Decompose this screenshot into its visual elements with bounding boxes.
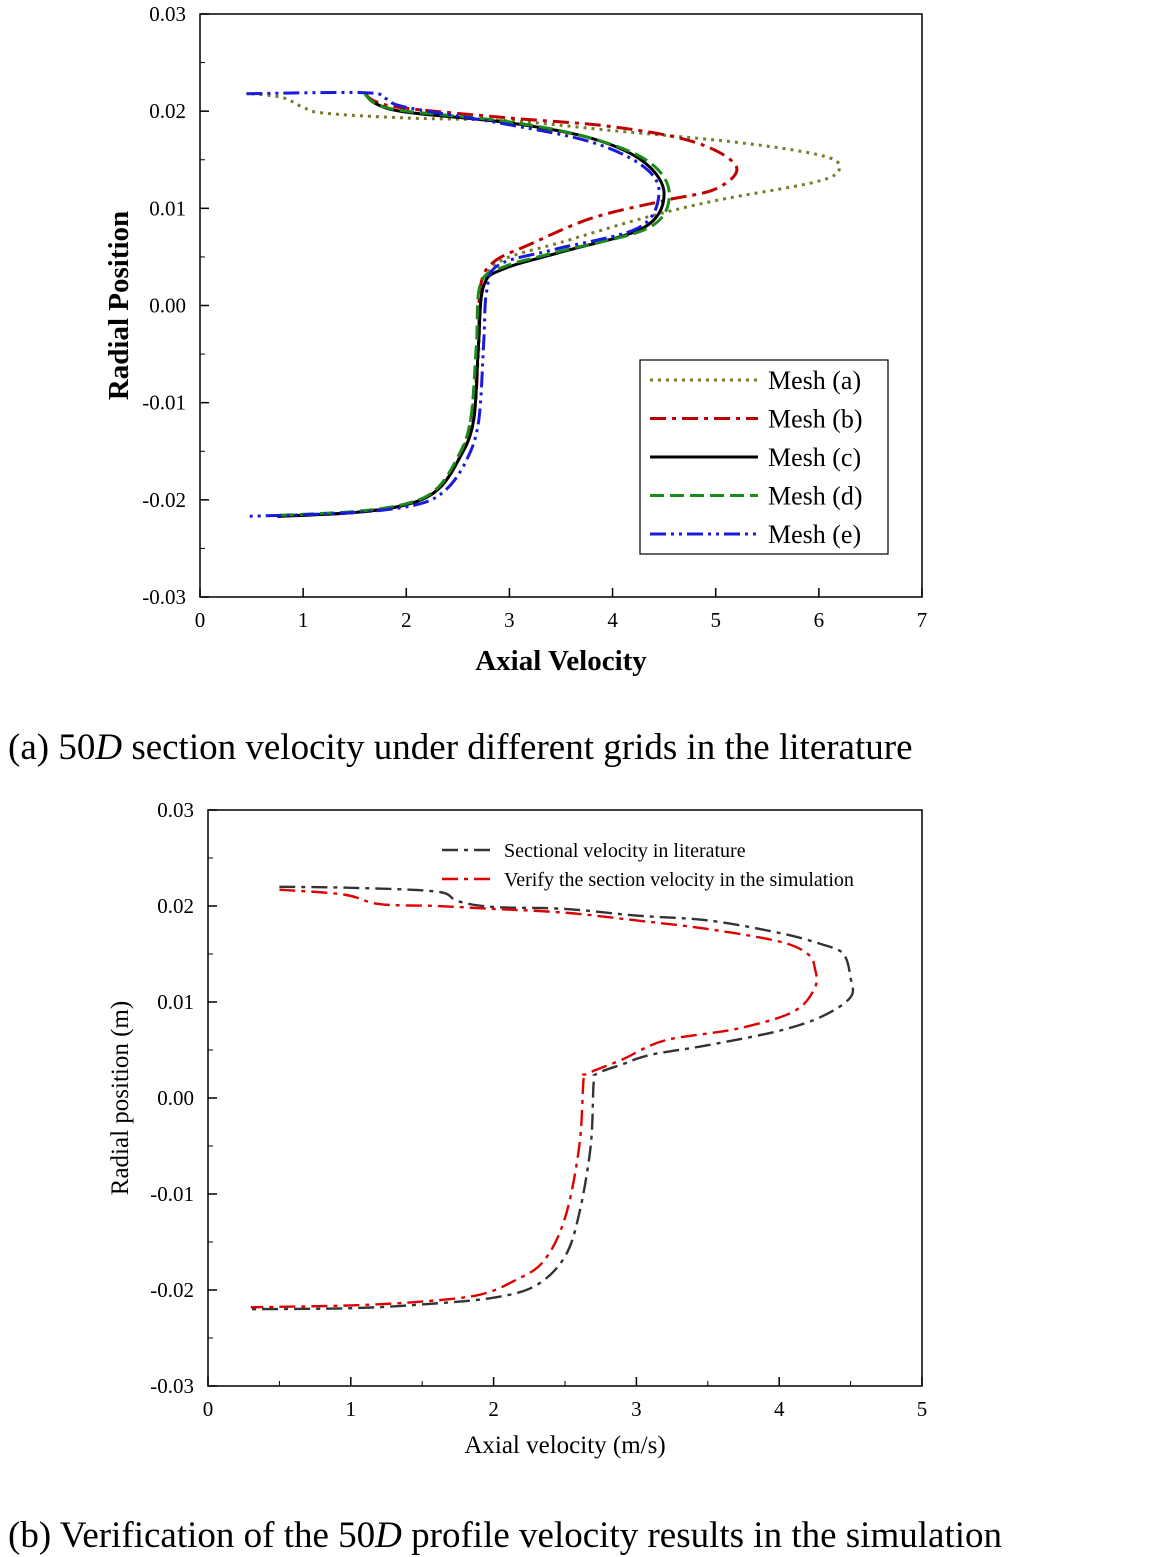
- caption-b-suffix: profile velocity results in the simulati…: [401, 1515, 1003, 1556]
- panel-b-legend-label-1: Sectional velocity in literature: [504, 840, 746, 862]
- panel-a-legend-label-5: Mesh (e): [768, 520, 861, 549]
- panel-b-ytick-label: 0.00: [157, 1086, 194, 1110]
- chart-panel-b: -0.03 -0.02 -0.01 0.00 0.01 0.02 0.03 0 1 2 3 4 5 Axi…: [0, 798, 1155, 1480]
- panel-a-ytick-label: 0.02: [149, 99, 186, 123]
- panel-a-ytick-label: -0.02: [142, 488, 186, 512]
- panel-b-xtick-label: 5: [917, 1397, 928, 1421]
- panel-b-xtick-label: 1: [346, 1397, 357, 1421]
- panel-a-series-line-4: [277, 92, 671, 517]
- panel-a-xtick-label: 4: [607, 608, 618, 632]
- chart-a-svg: -0.03 -0.02 -0.01 0.00 0.01 0.02 0.03 0 1 2 3 4 5 6 7 A…: [103, 2, 928, 677]
- caption-a-suffix: section velocity under different grids i…: [122, 727, 913, 768]
- caption-panel-a: (a) 50D section velocity under different…: [8, 726, 913, 769]
- panel-b-ytick-label: 0.01: [157, 990, 194, 1014]
- panel-a-xtick-label: 7: [917, 608, 928, 632]
- panel-a-legend-label-4: Mesh (d): [768, 482, 863, 511]
- panel-a-xtick-label: 1: [298, 608, 309, 632]
- panel-a-xtick-label: 5: [710, 608, 721, 632]
- panel-a-ytick-label: 0.00: [149, 294, 186, 318]
- panel-b-ytick-label: 0.02: [157, 894, 194, 918]
- caption-b-italic: D: [375, 1515, 402, 1556]
- panel-b-series-line-2: [250, 888, 818, 1309]
- panel-b-ytick-label: -0.02: [150, 1278, 194, 1302]
- panel-b-y-axis-label: Radial position (m): [107, 1001, 134, 1195]
- panel-b-xtick-label: 0: [203, 1397, 214, 1421]
- panel-b-ytick-label: -0.03: [150, 1374, 194, 1398]
- panel-a-ytick-label: -0.01: [142, 391, 186, 415]
- panel-b-ytick-label: -0.01: [150, 1182, 194, 1206]
- panel-b-xtick-label: 4: [774, 1397, 785, 1421]
- panel-b-legend-label-2: Verify the section velocity in the simul…: [504, 869, 854, 891]
- panel-b-ytick-label: 0.03: [157, 800, 194, 822]
- caption-a-italic: D: [95, 727, 123, 768]
- panel-b-series-line-1: [250, 885, 855, 1311]
- panel-a-xtick-label: 0: [195, 608, 206, 632]
- chart-panel-a: -0.03 -0.02 -0.01 0.00 0.01 0.02 0.03 0 1 2 3 4 5 6 7 A…: [0, 0, 1155, 700]
- panel-a-ytick-label: 0.01: [149, 196, 186, 220]
- caption-a-prefix: (a) 50: [8, 727, 96, 768]
- chart-b-svg: -0.03 -0.02 -0.01 0.00 0.01 0.02 0.03 0 1 2 3 4 5 Axi…: [107, 798, 928, 1459]
- panel-a-y-axis-label: Radial Position: [103, 211, 135, 400]
- panel-a-xtick-label: 6: [814, 608, 825, 632]
- panel-a-x-axis-label: Axial Velocity: [475, 645, 647, 677]
- panel-b-xtick-label: 3: [631, 1397, 642, 1421]
- panel-a-legend-label-3: Mesh (c): [768, 443, 861, 472]
- panel-a-ytick-label: -0.03: [142, 585, 186, 609]
- panel-a-legend-label-1: Mesh (a): [768, 366, 861, 395]
- panel-a-xtick-label: 2: [401, 608, 412, 632]
- panel-b-x-axis-label: Axial velocity (m/s): [464, 1432, 665, 1459]
- caption-panel-b: (b) Verification of the 50D profile velo…: [8, 1514, 1002, 1557]
- caption-b-prefix: (b) Verification of the 50: [8, 1515, 376, 1556]
- panel-a-xtick-label: 3: [504, 608, 515, 632]
- panel-a-legend-label-2: Mesh (b): [768, 405, 863, 434]
- panel-b-xtick-label: 2: [488, 1397, 499, 1421]
- panel-a-ytick-label: 0.03: [149, 2, 186, 26]
- panel-a-series-line-5: [246, 90, 661, 518]
- panel-a-series-line-1: [251, 92, 841, 518]
- panel-b-plot-frame: [207, 809, 923, 1387]
